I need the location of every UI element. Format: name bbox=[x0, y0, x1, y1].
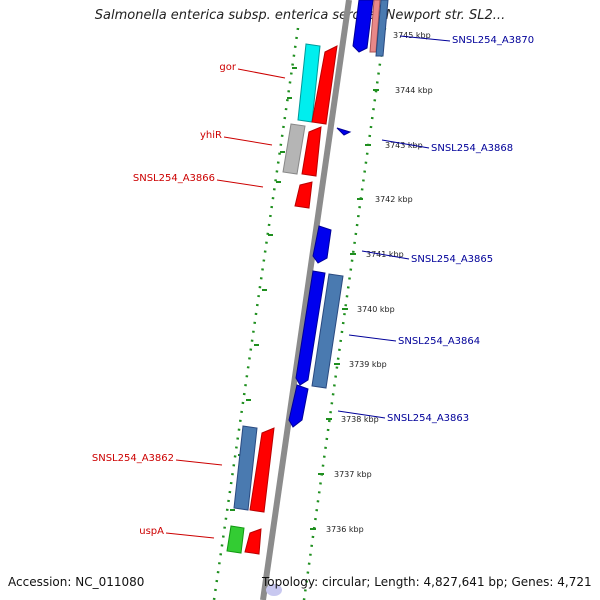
leader-line-SNSL254_A3865 bbox=[361, 250, 410, 260]
gene-label-SNSL254_A3870[interactable]: SNSL254_A3870 bbox=[452, 35, 534, 46]
gene-label-gor[interactable]: gor bbox=[219, 62, 236, 73]
gene-label-SNSL254_A3865[interactable]: SNSL254_A3865 bbox=[411, 254, 493, 265]
right-dotted-track bbox=[302, 27, 387, 600]
leader-line-SNSL254_A3863 bbox=[337, 410, 386, 419]
gene-blue-SNSL254_A3863[interactable] bbox=[288, 384, 309, 428]
gene-label-SNSL254_A3866[interactable]: SNSL254_A3866 bbox=[133, 173, 215, 184]
gene-red-SNSL254_A3866[interactable] bbox=[294, 181, 313, 209]
left-dotted-track bbox=[212, 27, 300, 600]
leader-line-SNSL254_A3868 bbox=[381, 139, 430, 149]
gene-red-gor[interactable] bbox=[311, 45, 338, 125]
gene-red-SNSL254_A3862[interactable] bbox=[249, 427, 275, 513]
kbp-label: 3738 kbp bbox=[341, 415, 379, 424]
leader-line-yhiR bbox=[223, 136, 273, 146]
kbp-label: 3737 kbp bbox=[334, 470, 372, 479]
kbp-label: 3745 kbp bbox=[393, 31, 431, 40]
gene-gray-yhiR[interactable] bbox=[282, 123, 306, 175]
kbp-label: 3740 kbp bbox=[357, 305, 395, 314]
backbone-end-marker bbox=[266, 584, 282, 596]
gene-steel-SNSL254_A3864[interactable] bbox=[311, 273, 344, 389]
gene-blue-top[interactable] bbox=[352, 0, 374, 53]
gene-label-SNSL254_A3864[interactable]: SNSL254_A3864 bbox=[398, 336, 480, 347]
gene-label-SNSL254_A3862[interactable]: SNSL254_A3862 bbox=[92, 453, 174, 464]
gene-steel-SNSL254_A3862[interactable] bbox=[233, 425, 258, 511]
left-tick-dashes bbox=[230, 67, 297, 511]
gene-blue-SNSL254_A3868[interactable] bbox=[336, 127, 352, 136]
gene-red-uspA[interactable] bbox=[244, 528, 262, 555]
leader-line-SNSL254_A3870 bbox=[399, 35, 451, 42]
gene-red-yhiR[interactable] bbox=[301, 126, 322, 177]
leader-line-gor bbox=[237, 68, 286, 79]
right-tick-dashes bbox=[310, 89, 379, 530]
gene-label-SNSL254_A3868[interactable]: SNSL254_A3868 bbox=[431, 143, 513, 154]
gene-steel-SNSL254_A3870[interactable] bbox=[375, 0, 389, 57]
kbp-label: 3743 kbp bbox=[385, 141, 423, 150]
accession-label: Accession: NC_011080 bbox=[8, 575, 145, 589]
gene-blue-SNSL254_A3865[interactable] bbox=[312, 225, 332, 264]
kbp-label: 3736 kbp bbox=[326, 525, 364, 534]
gene-green-uspA[interactable] bbox=[226, 525, 245, 554]
leader-line-SNSL254_A3866 bbox=[216, 179, 264, 188]
leader-line-SNSL254_A3862 bbox=[175, 459, 223, 466]
map-title: Salmonella enterica subsp. enterica sero… bbox=[94, 8, 506, 23]
leader-line-uspA bbox=[165, 532, 215, 539]
gene-label-SNSL254_A3863[interactable]: SNSL254_A3863 bbox=[387, 413, 469, 424]
kbp-label: 3744 kbp bbox=[395, 86, 433, 95]
gene-label-uspA[interactable]: uspA bbox=[139, 526, 164, 537]
gene-blue-SNSL254_A3864[interactable] bbox=[295, 270, 326, 386]
gene-label-yhiR[interactable]: yhiR bbox=[200, 130, 222, 141]
leader-line-SNSL254_A3864 bbox=[348, 334, 397, 342]
genome-backbone bbox=[260, 0, 352, 600]
kbp-label: 3742 kbp bbox=[375, 195, 413, 204]
topology-label: Topology: circular; Length: 4,827,641 bp… bbox=[262, 575, 592, 589]
kbp-label: 3739 kbp bbox=[349, 360, 387, 369]
